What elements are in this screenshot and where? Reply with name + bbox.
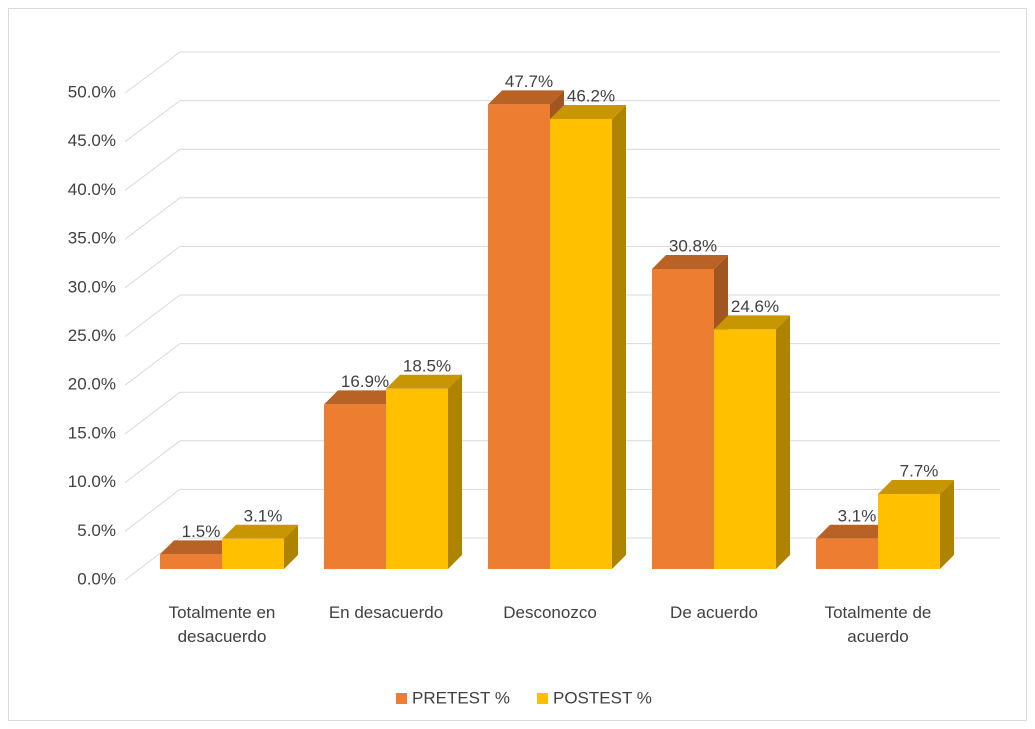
bar — [222, 538, 284, 569]
legend-label: POSTEST % — [553, 688, 652, 707]
bar — [714, 329, 776, 569]
data-label: 3.1% — [244, 506, 283, 525]
bar-top — [652, 255, 728, 270]
data-label: 30.8% — [669, 236, 717, 255]
bar-top — [550, 105, 626, 120]
y-tick-label: 35.0% — [68, 229, 116, 248]
legend-swatch — [537, 693, 548, 704]
bar-side — [776, 315, 790, 569]
x-tick-label: De acuerdo — [670, 603, 758, 622]
bar-side — [612, 105, 626, 570]
bar-top — [878, 480, 954, 495]
grid-line-diagonal — [124, 489, 181, 532]
grid-line-diagonal — [124, 148, 181, 191]
bar-top — [386, 374, 462, 389]
grid-line-diagonal — [124, 343, 181, 386]
bar — [160, 554, 222, 569]
chart-border — [8, 8, 1027, 721]
data-label: 18.5% — [403, 356, 451, 375]
y-tick-label: 20.0% — [68, 375, 116, 394]
x-tick-label: Totalmente de acuerdo — [824, 603, 932, 646]
grid-line-diagonal — [124, 440, 181, 483]
data-label: 1.5% — [182, 522, 221, 541]
bar — [386, 388, 448, 569]
data-label: 47.7% — [505, 72, 553, 91]
grid-line-diagonal — [124, 294, 181, 337]
bar-side — [284, 524, 298, 569]
x-tick-label: En desacuerdo — [328, 603, 444, 622]
bar — [878, 494, 940, 569]
grid-line-diagonal — [124, 246, 181, 289]
grid-line-diagonal — [124, 51, 181, 94]
bar — [816, 538, 878, 569]
bar-top — [488, 90, 564, 105]
data-label: 16.9% — [341, 372, 389, 391]
bar — [652, 269, 714, 569]
y-tick-label: 40.0% — [68, 180, 116, 199]
legend-swatch — [396, 693, 407, 704]
y-tick-label: 25.0% — [68, 326, 116, 345]
bar-top — [324, 390, 400, 405]
bar-top — [816, 524, 892, 539]
bar — [488, 104, 550, 569]
data-label: 7.7% — [900, 461, 939, 480]
data-label: 3.1% — [838, 506, 877, 525]
bar-side — [940, 480, 954, 569]
bar-top — [222, 524, 298, 539]
grid-line-diagonal — [124, 100, 181, 143]
y-tick-label: 5.0% — [77, 521, 116, 540]
grid-line-diagonal — [124, 391, 181, 435]
bar-top — [160, 540, 236, 555]
bar — [324, 404, 386, 569]
y-tick-label: 10.0% — [68, 472, 116, 491]
data-label: 46.2% — [567, 86, 615, 105]
legend-label: PRETEST % — [412, 688, 510, 707]
y-tick-label: 45.0% — [68, 131, 116, 150]
y-tick-label: 30.0% — [68, 277, 116, 296]
bar-top — [714, 315, 790, 330]
x-tick-label: Totalmente en desacuerdo — [168, 603, 276, 646]
data-label: 24.6% — [731, 297, 779, 316]
bar-side — [448, 374, 462, 569]
x-tick-label: Desconozco — [503, 603, 597, 622]
y-tick-label: 15.0% — [68, 423, 116, 442]
bar — [550, 119, 612, 570]
y-tick-label: 0.0% — [77, 569, 116, 588]
y-tick-label: 50.0% — [68, 82, 116, 101]
grid-line-diagonal — [124, 197, 181, 240]
